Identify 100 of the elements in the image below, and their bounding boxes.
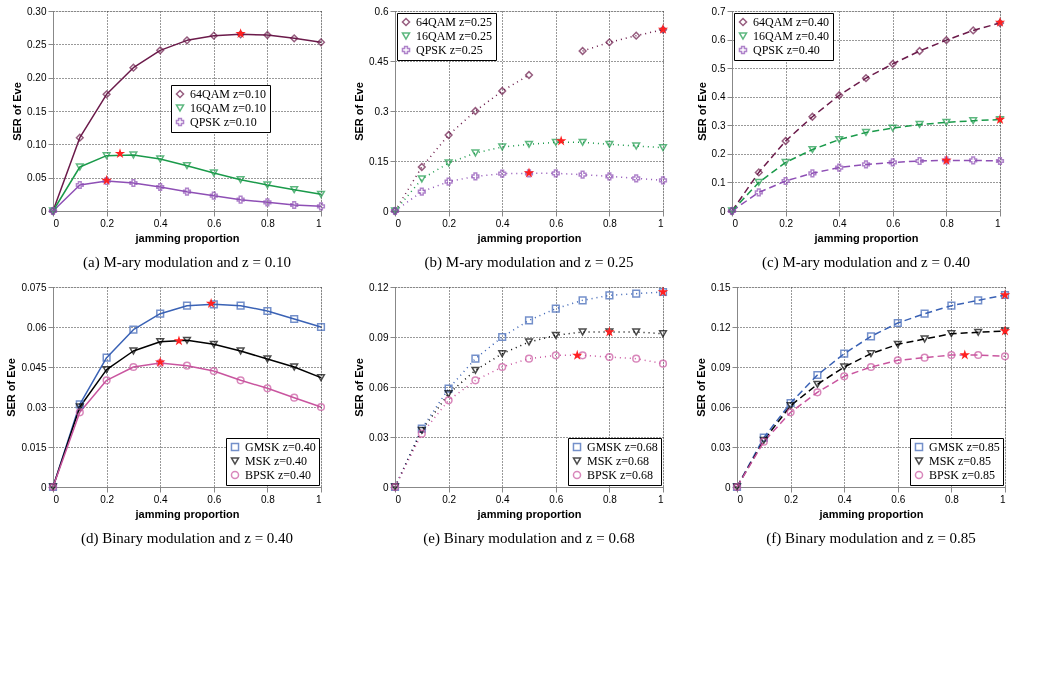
legend-label: MSK z=0.85 — [929, 454, 992, 468]
x-axis-title: jamming proportion — [134, 231, 240, 244]
point — [498, 143, 507, 151]
point — [974, 350, 983, 360]
legend-label: BPSK z=0.85 — [929, 468, 996, 482]
x-tick-label: 0.4 — [832, 217, 848, 229]
point — [129, 63, 138, 72]
point — [632, 31, 641, 40]
x-tick-label: 0.4 — [153, 493, 169, 505]
point — [444, 130, 453, 140]
point — [498, 86, 507, 96]
point — [835, 91, 844, 100]
point — [156, 46, 165, 55]
point — [947, 330, 956, 338]
y-axis-title: SER of Eve — [353, 82, 366, 141]
y-axis-title: SER of Eve — [353, 358, 366, 417]
x-tick-label: 0.6 — [886, 217, 901, 229]
point — [578, 328, 587, 336]
point — [75, 408, 84, 417]
legend-label: 16QAM z=0.25 — [416, 29, 493, 43]
point — [551, 351, 560, 360]
point — [632, 142, 641, 150]
point — [969, 117, 978, 125]
x-tick-label: 1 — [994, 217, 1001, 229]
point — [920, 309, 929, 318]
point — [605, 140, 614, 148]
point — [471, 106, 480, 116]
y-tick-label: 0.15 — [27, 105, 47, 117]
x-tick-label: 0 — [395, 217, 402, 229]
point — [915, 156, 924, 166]
point — [947, 301, 956, 310]
x-tick-label: 0.8 — [602, 493, 618, 505]
point — [861, 160, 871, 169]
y-tick-label: 0.3 — [374, 105, 389, 117]
point — [915, 46, 924, 56]
point — [290, 34, 299, 43]
x-tick-label: 0 — [395, 493, 402, 505]
x-tick-label: 0.4 — [837, 493, 853, 505]
x-tick-label: 0.8 — [939, 217, 955, 229]
x-tick-label: 0.6 — [207, 217, 222, 229]
point — [658, 144, 668, 152]
x-tick-label: 0.6 — [549, 493, 564, 505]
point — [555, 135, 567, 146]
point — [182, 187, 192, 196]
legend-label: 64QAM z=0.40 — [753, 15, 830, 29]
point — [551, 169, 560, 178]
y-tick-label: 0.03 — [27, 401, 47, 413]
point — [471, 354, 480, 363]
y-tick-label: 0.09 — [369, 331, 389, 343]
point — [471, 366, 480, 374]
text: (f) Binary modulation and z = 0.85 — [766, 530, 976, 547]
point — [444, 384, 453, 393]
point — [551, 331, 560, 339]
point — [444, 159, 453, 167]
point — [866, 332, 876, 341]
point — [840, 372, 849, 381]
point — [866, 350, 876, 358]
point — [893, 318, 902, 328]
point — [840, 349, 849, 358]
y-tick-label: 0 — [719, 205, 726, 217]
y-tick-label: 0.10 — [27, 138, 47, 150]
x-tick-label: 1 — [315, 217, 322, 229]
point — [205, 298, 217, 308]
y-tick-label: 0.015 — [21, 441, 47, 453]
y-tick-label: 0.1 — [711, 176, 726, 188]
x-tick-label: 0.4 — [153, 217, 169, 229]
y-tick-label: 0.45 — [369, 55, 389, 67]
point — [974, 296, 983, 305]
point — [915, 120, 924, 129]
point — [813, 370, 822, 380]
y-tick-label: 0.06 — [27, 321, 47, 333]
x-tick-label: 0.4 — [495, 493, 511, 505]
y-tick-label: 0.075 — [21, 281, 47, 293]
x-tick-label: 0.8 — [260, 217, 276, 229]
y-tick-label: 0.2 — [711, 148, 726, 160]
point — [835, 135, 844, 144]
point — [840, 363, 849, 371]
point — [129, 362, 138, 372]
point — [263, 30, 272, 40]
point — [835, 163, 844, 172]
point — [263, 198, 272, 207]
point — [781, 176, 790, 186]
point — [861, 74, 871, 83]
legend-label: MSK z=0.40 — [245, 454, 308, 468]
y-axis-title: SER of Eve — [695, 358, 708, 417]
point — [947, 350, 956, 360]
point — [969, 156, 978, 165]
point — [263, 355, 272, 363]
point — [605, 352, 614, 362]
point — [102, 353, 111, 362]
y-axis-title: SER of Eve — [695, 82, 708, 141]
x-tick-label: 0.2 — [442, 217, 457, 229]
point — [551, 138, 560, 146]
point — [417, 175, 426, 183]
y-tick-label: 0 — [40, 205, 47, 217]
y-tick-label: 0 — [382, 481, 389, 493]
point — [182, 361, 192, 370]
point — [209, 169, 218, 177]
point — [808, 145, 817, 154]
y-tick-label: 0.09 — [711, 361, 731, 373]
